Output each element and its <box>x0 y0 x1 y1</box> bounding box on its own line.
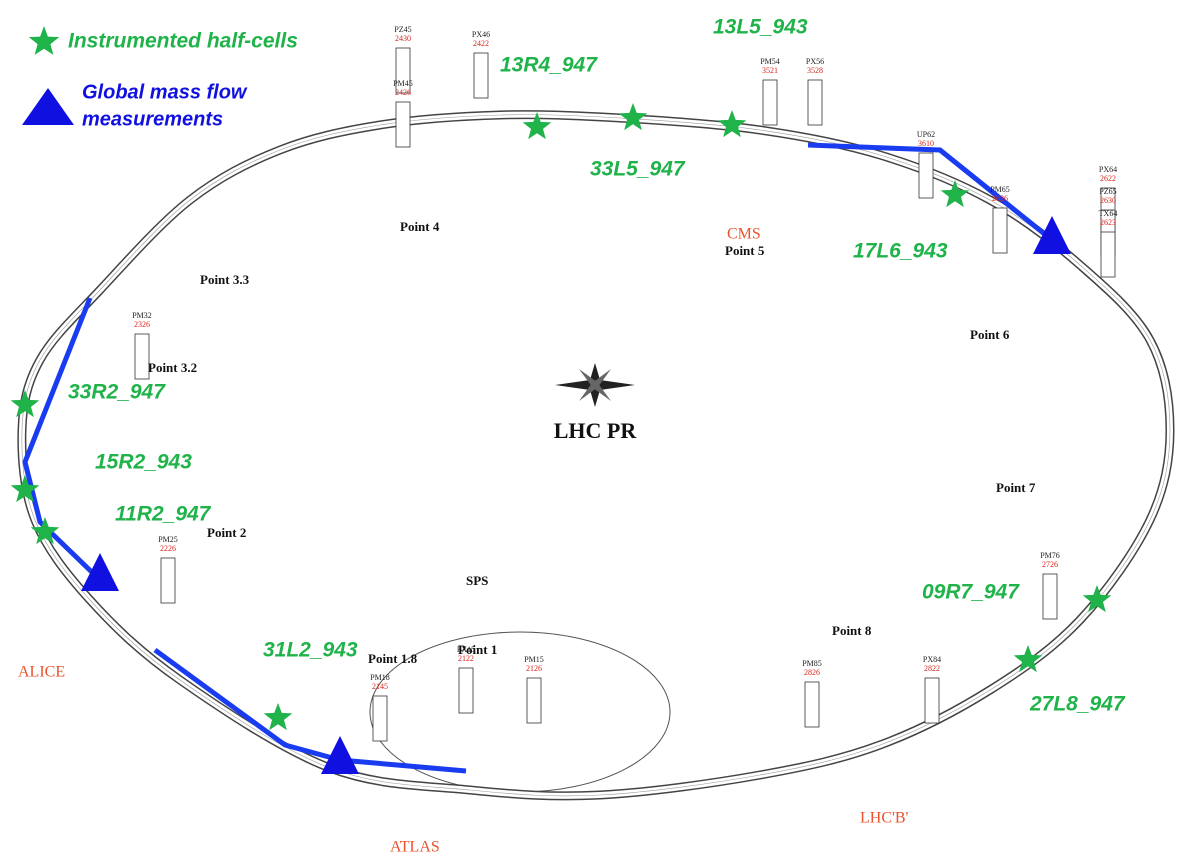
shaft <box>373 696 387 741</box>
structure-label: PM54 <box>760 57 780 66</box>
sensor-label: 09R7_947 <box>922 581 1020 604</box>
legend-flow: Global mass flow <box>82 81 248 103</box>
legend-flow: measurements <box>82 108 223 130</box>
structure-label: PM65 <box>990 185 1010 194</box>
point-label: Point 3.2 <box>148 360 197 375</box>
structure-label: PM85 <box>802 659 822 668</box>
point-label: Point 2 <box>207 525 246 540</box>
structure-code: 2626 <box>992 194 1008 203</box>
structure-code: 3610 <box>918 139 934 148</box>
structure-label: PM18 <box>370 673 390 682</box>
point-label: Point 7 <box>996 480 1036 495</box>
legend-triangle <box>22 88 74 125</box>
structure-code: 2726 <box>1042 560 1058 569</box>
structure-code: 2126 <box>526 664 542 673</box>
point-label: Point 1 <box>458 642 497 657</box>
structure-code: 2822 <box>924 664 940 673</box>
structure-label: PM15 <box>524 655 544 664</box>
structure-label: PX46 <box>472 30 490 39</box>
structure-code: 3521 <box>762 66 778 75</box>
shaft <box>919 153 933 198</box>
structure-label: PX84 <box>923 655 941 664</box>
shaft <box>763 80 777 125</box>
structure-label: PX56 <box>806 57 824 66</box>
shaft <box>993 208 1007 253</box>
point-label: Point 6 <box>970 327 1010 342</box>
shaft <box>808 80 822 125</box>
point-label: Point 4 <box>400 219 440 234</box>
structure-label: UP62 <box>917 130 935 139</box>
shaft <box>161 558 175 603</box>
shaft <box>805 682 819 727</box>
point-label: Point 3.3 <box>200 272 250 287</box>
point-label: Point 5 <box>725 243 765 258</box>
sensor-label: 17L6_943 <box>853 240 948 263</box>
structure-label: PM25 <box>158 535 178 544</box>
structure-code: 2430 <box>395 34 411 43</box>
sensor-label: 13L5_943 <box>713 16 808 39</box>
structure-code: 2622 <box>1100 174 1116 183</box>
structure-label: PM76 <box>1040 551 1060 560</box>
structure-code: 2226 <box>160 544 176 553</box>
structure-code: 2623 <box>1100 218 1116 227</box>
sensor-label: 13R4_947 <box>500 54 598 77</box>
structure-label: PZ65 <box>1099 187 1116 196</box>
sensor-label: 11R2_947 <box>115 503 212 526</box>
structure-code: 2630 <box>1100 196 1116 205</box>
structure-label: PM32 <box>132 311 152 320</box>
legend-star <box>29 26 59 55</box>
sensor-star <box>718 110 747 137</box>
structure-code: 2426 <box>395 88 411 97</box>
flow-triangle <box>81 553 119 591</box>
structure-code: 3528 <box>807 66 823 75</box>
structure-code: 2326 <box>134 320 150 329</box>
point-label: Point 1.8 <box>368 651 418 666</box>
experiment-label: CMS <box>727 226 761 243</box>
shaft <box>396 102 410 147</box>
compass <box>555 363 635 407</box>
experiment-label: LHC'B' <box>860 810 909 827</box>
shaft <box>474 53 488 98</box>
point-label: Point 8 <box>832 623 872 638</box>
structure-label: PZ45 <box>394 25 411 34</box>
center-title: LHC PR <box>554 418 638 443</box>
structure-code: 2422 <box>473 39 489 48</box>
structure-code: 2826 <box>804 668 820 677</box>
sensor-label: 27L8_947 <box>1029 693 1126 716</box>
sensor-label: 33R2_947 <box>68 381 166 404</box>
shaft <box>527 678 541 723</box>
flow-line <box>155 650 466 771</box>
lhc-diagram: SPS PZ452430 PX462422 PM452426 PX642622 PZ65… <box>0 0 1198 857</box>
shaft <box>925 678 939 723</box>
legend-sensor: Instrumented half-cells <box>68 30 298 53</box>
structure-code: 2145 <box>372 682 388 691</box>
sensor-label: 15R2_943 <box>95 451 192 474</box>
structure-label: PX64 <box>1099 165 1117 174</box>
shaft <box>459 668 473 713</box>
sensor-star <box>619 103 648 130</box>
sensor-star <box>264 703 293 730</box>
structure-label: PM45 <box>393 79 413 88</box>
experiment-label: ATLAS <box>390 839 440 856</box>
sensor-label: 31L2_943 <box>263 639 358 662</box>
sps-label: SPS <box>466 573 488 588</box>
flow-line <box>25 298 100 580</box>
structure-label: TX64 <box>1099 209 1118 218</box>
shaft <box>1043 574 1057 619</box>
shaft <box>135 334 149 379</box>
experiment-label: ALICE <box>18 664 65 681</box>
sensor-label: 33L5_947 <box>590 158 686 181</box>
shaft <box>1101 232 1115 277</box>
